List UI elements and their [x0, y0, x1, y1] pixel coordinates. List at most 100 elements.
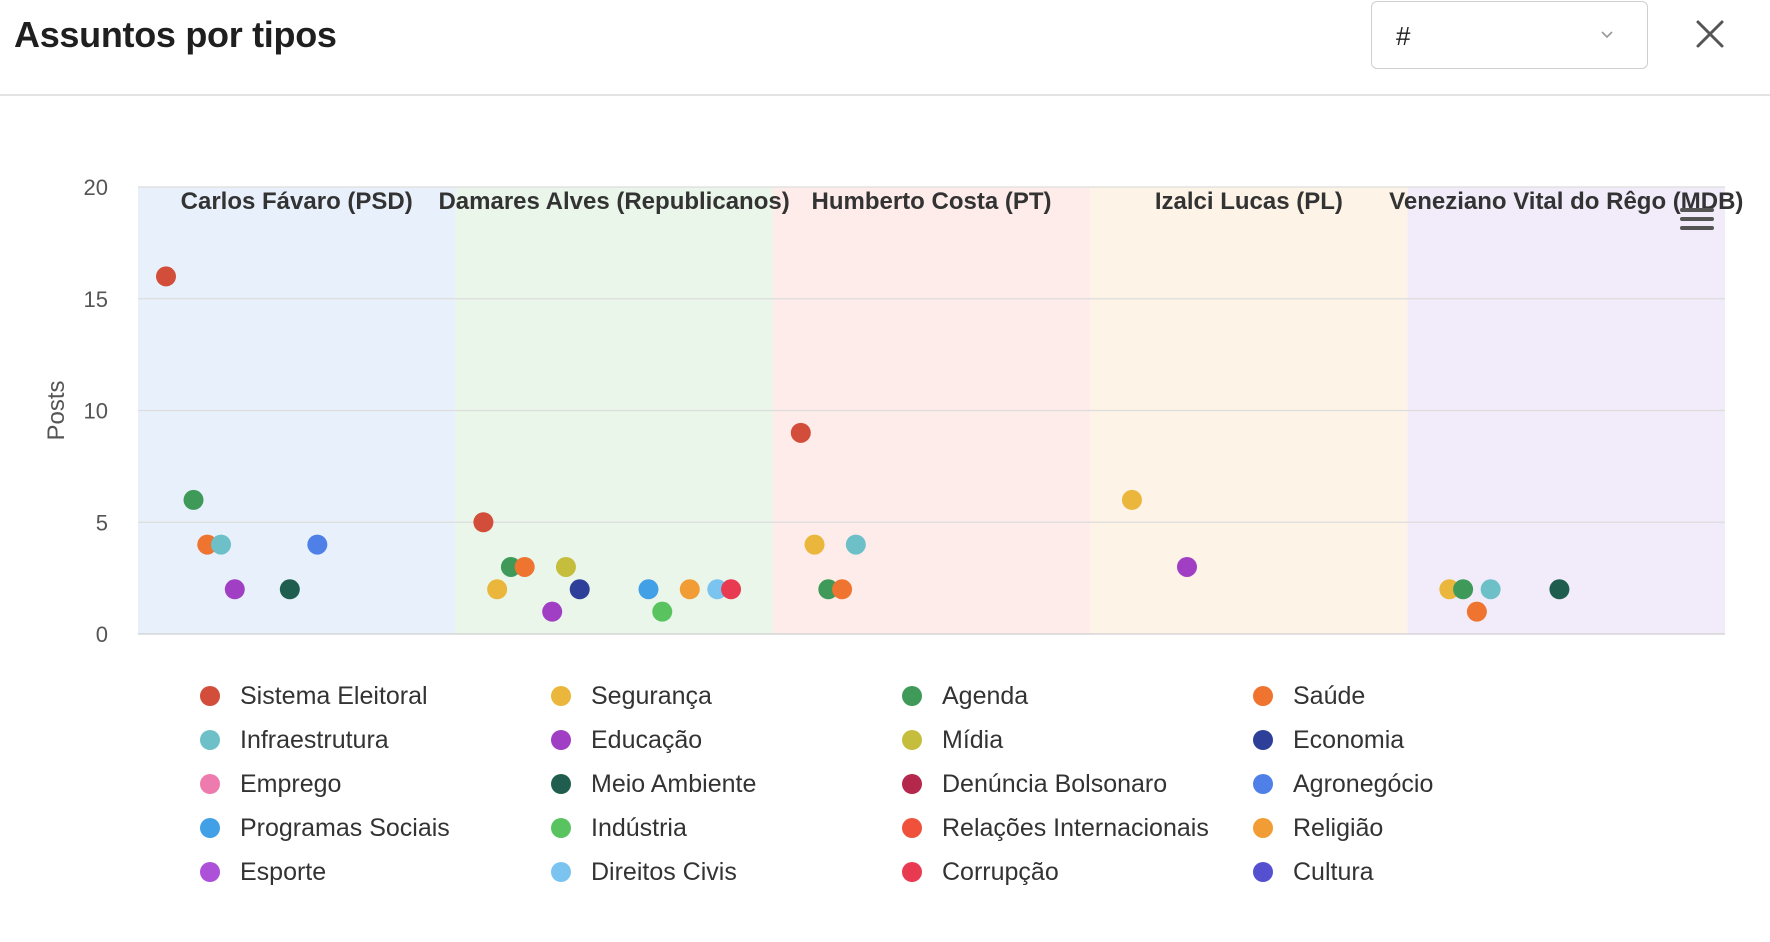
legend-label: Agronegócio	[1293, 769, 1434, 798]
data-point	[224, 579, 245, 600]
group-title: Damares Alves (Republicanos)	[438, 188, 789, 215]
legend-item[interactable]: Programas Sociais	[200, 806, 551, 850]
legend-marker	[200, 730, 220, 750]
legend-marker	[1253, 774, 1273, 794]
data-point	[804, 534, 825, 555]
legend-marker	[551, 774, 571, 794]
legend-item[interactable]: Segurança	[551, 674, 902, 718]
data-point	[707, 579, 728, 600]
legend-item[interactable]: Educação	[551, 718, 902, 762]
group-title: Izalci Lucas (PL)	[1155, 188, 1343, 215]
data-point	[721, 579, 742, 600]
legend-marker	[1253, 686, 1273, 706]
data-point	[1480, 579, 1501, 600]
y-tick-label: 10	[84, 399, 108, 424]
legend-marker	[902, 686, 922, 706]
legend-item[interactable]: Sistema Eleitoral	[200, 674, 551, 718]
legend-marker	[1253, 818, 1273, 838]
data-point	[1121, 489, 1142, 510]
legend-item[interactable]: Relações Internacionais	[902, 806, 1253, 850]
legend-label: Mídia	[942, 725, 1004, 754]
data-point	[638, 579, 659, 600]
data-point	[818, 579, 839, 600]
legend-marker	[200, 774, 220, 794]
legend-label: Denúncia Bolsonaro	[942, 769, 1168, 798]
legend-label: Educação	[591, 725, 703, 754]
legend-marker	[1253, 862, 1273, 882]
legend-item[interactable]: Religião	[1253, 806, 1604, 850]
chart-menu-icon[interactable]	[1680, 208, 1720, 234]
metric-select-value: #	[1396, 21, 1411, 51]
legend-marker	[551, 730, 571, 750]
group-title: Humberto Costa (PT)	[812, 188, 1052, 215]
data-point	[156, 266, 176, 287]
data-point	[279, 579, 300, 600]
legend-item[interactable]: Denúncia Bolsonaro	[902, 762, 1253, 806]
data-point	[845, 534, 866, 555]
scatter-chart: 0 5 10 15 20 Posts Carlos Fávaro (PSD) Damares …	[43, 175, 1743, 647]
legend-label: Infraestrutura	[240, 725, 389, 754]
legend-label: Saúde	[1293, 681, 1366, 710]
legend-item[interactable]: Corrupção	[902, 850, 1253, 894]
legend-marker	[1253, 730, 1273, 750]
data-point	[1453, 579, 1474, 600]
legend-item[interactable]: Meio Ambiente	[551, 762, 902, 806]
data-point	[652, 601, 673, 622]
legend-label: Agenda	[942, 681, 1029, 710]
legend-item[interactable]: Indústria	[551, 806, 902, 850]
legend-item[interactable]: Infraestrutura	[200, 718, 551, 762]
legend-item[interactable]: Economia	[1253, 718, 1604, 762]
legend-label: Meio Ambiente	[591, 769, 757, 798]
group-title: Carlos Fávaro (PSD)	[181, 188, 413, 215]
data-point	[1549, 579, 1570, 600]
legend-item[interactable]: Saúde	[1253, 674, 1604, 718]
legend-item[interactable]: Agenda	[902, 674, 1253, 718]
legend-label: Segurança	[591, 681, 712, 710]
page-title: Assuntos por tipos	[14, 14, 337, 55]
modal-header: Assuntos por tipos #	[0, 0, 1770, 96]
y-tick-label: 0	[96, 622, 108, 647]
legend-label: Programas Sociais	[240, 813, 450, 842]
legend-marker	[902, 818, 922, 838]
legend-label: Economia	[1293, 725, 1405, 754]
legend-item[interactable]: Cultura	[1253, 850, 1604, 894]
data-point	[832, 579, 853, 600]
legend-marker	[200, 818, 220, 838]
data-point	[500, 556, 521, 577]
legend-item[interactable]: Direitos Civis	[551, 850, 902, 894]
legend-marker	[551, 818, 571, 838]
close-icon[interactable]	[1690, 14, 1730, 54]
legend-item[interactable]: Mídia	[902, 718, 1253, 762]
legend-item[interactable]: Emprego	[200, 762, 551, 806]
legend-marker	[551, 686, 571, 706]
metric-select[interactable]: #	[1371, 1, 1648, 69]
data-point	[1439, 579, 1460, 600]
data-point	[487, 579, 508, 600]
legend-item[interactable]: Esporte	[200, 850, 551, 894]
chevron-down-icon	[1601, 31, 1613, 39]
data-point	[1176, 556, 1197, 577]
data-point	[514, 556, 535, 577]
data-point	[1466, 601, 1487, 622]
legend-label: Cultura	[1293, 857, 1374, 886]
legend-label: Indústria	[591, 813, 687, 842]
legend-item[interactable]: Agronegócio	[1253, 762, 1604, 806]
legend-marker	[902, 774, 922, 794]
legend-label: Emprego	[240, 769, 342, 798]
legend-label: Corrupção	[942, 857, 1059, 886]
data-point	[183, 489, 204, 510]
data-point	[569, 579, 590, 600]
data-point	[542, 601, 563, 622]
legend-marker	[902, 730, 922, 750]
data-point	[197, 534, 218, 555]
y-tick-label: 20	[84, 175, 108, 200]
legend-label: Sistema Eleitoral	[240, 681, 428, 710]
legend-label: Religião	[1293, 813, 1384, 842]
legend-marker	[200, 862, 220, 882]
legend-marker	[200, 686, 220, 706]
legend-marker	[902, 862, 922, 882]
data-point	[211, 534, 232, 555]
data-point	[679, 579, 700, 600]
legend-label: Direitos Civis	[591, 857, 737, 886]
data-point	[790, 422, 811, 443]
